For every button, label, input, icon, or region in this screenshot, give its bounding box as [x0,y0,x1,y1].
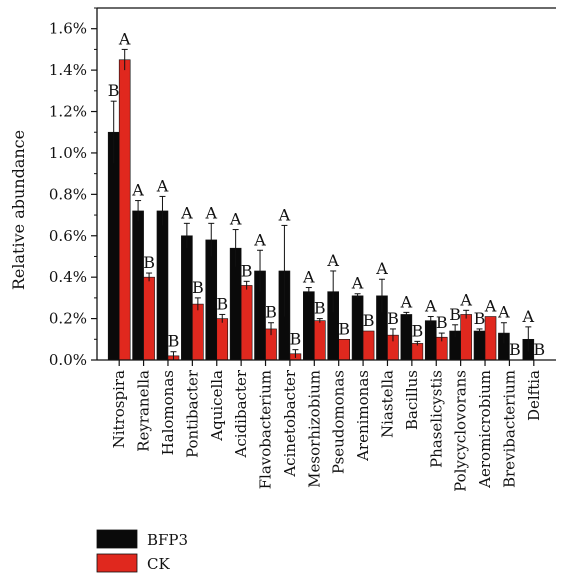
legend-swatch-bfp3 [96,529,138,549]
significance-label: B [192,278,204,297]
y-tick-label: 1.4% [49,61,87,79]
significance-label: A [522,307,535,326]
significance-label: B [338,319,350,338]
bar-bfp3 [107,131,120,361]
axes-group: 0.0% 0.2% 0.4% 0.6% 0.8% 1.0% 1.2% 1.4% 1.6% Nitr… [49,7,556,492]
significance-label: A [229,210,242,229]
bar-ck [314,320,326,361]
bar-ck [411,343,424,361]
bar-ck [216,318,229,361]
x-tick-label: Mesorhizobium [305,370,323,488]
significance-label: A [156,176,169,195]
bar-ck [118,59,131,361]
significance-label: A [484,297,497,316]
significance-label: A [326,251,339,270]
bar-ck [338,338,350,361]
x-tick-label: Bacillus [403,370,421,430]
bar-bfp3 [132,210,144,361]
y-tick-label: 0.4% [49,268,87,286]
y-tick-label: 0.0% [49,351,87,369]
significance-label: B [265,303,277,322]
x-tick-label: Acinetobacter [281,369,299,477]
bar-bfp3 [400,314,413,361]
significance-label: A [459,290,472,309]
x-tick-label: Pontibacter [183,369,201,458]
bar-ck [460,314,472,361]
x-tick-label: Acidibacter [232,369,250,458]
x-tick-label: Delftia [525,370,543,421]
significance-label: B [363,311,375,330]
y-axis-title: Relative abundance [9,130,28,290]
significance-label: A [351,274,364,293]
bar-ck [240,285,253,361]
y-tick-label: 0.6% [49,227,87,245]
significance-label: B [290,330,302,349]
significance-label: B [168,332,180,351]
x-tick-label: Arenimonas [354,370,372,462]
bar-bfp3 [351,295,364,361]
y-tick-label: 0.8% [49,185,87,203]
significance-label: B [241,261,253,280]
significance-label: A [131,181,144,200]
x-tick-label: Reyranella [135,370,153,452]
significance-label: B [474,309,486,328]
significance-label: B [533,340,545,359]
significance-label: A [118,29,131,48]
y-tick-label: 1.2% [49,103,87,121]
bar-ck [362,330,375,361]
x-tick-label: Aquicella [208,370,226,442]
x-tick-label: Phaselicystis [427,370,445,468]
legend: BFP3 CK [96,529,188,573]
x-tick-label: Polycyclovorans [452,370,470,492]
bar-bfp3 [424,320,437,361]
legend-label-bfp3: BFP3 [147,531,188,549]
x-tick-label: Pseudomonas [330,370,348,474]
significance-label: A [497,303,510,322]
legend-label-ck: CK [147,555,170,573]
bar-ck [484,316,497,361]
x-tick-label: Halomonas [159,370,177,455]
significance-label: B [108,81,120,100]
significance-label: B [143,253,155,272]
x-tick-label: Brevibacterium [500,370,518,488]
significance-label: A [204,203,217,222]
significance-label: B [314,299,326,318]
bar-ck [143,276,155,361]
significance-label: A [375,259,388,278]
x-tick-label: Aeromicrobium [476,370,494,489]
significance-label: B [216,294,228,313]
y-tick-label: 1.0% [49,144,87,162]
significance-label: B [509,340,521,359]
significance-label: A [302,268,315,287]
significance-label: A [278,205,291,224]
bar-bfp3 [473,330,486,361]
x-tick-label: Niastella [378,370,396,438]
bar-bfp3 [156,210,169,361]
y-tick-label: 1.6% [49,20,87,38]
bar-bfp3 [205,239,218,361]
bar-ck [192,303,204,361]
x-tick-label: Flavobacterium [257,370,275,489]
bar-bfp3 [303,291,315,361]
significance-label: A [400,292,413,311]
significance-label: A [253,230,266,249]
significance-label: B [449,305,461,324]
significance-label: B [411,321,423,340]
y-tick-label: 0.2% [49,310,87,328]
legend-swatch-ck [96,553,138,573]
x-tick-label: Nitrospira [110,370,128,448]
bar-bfp3 [181,235,193,361]
significance-label: B [387,309,399,328]
significance-label: A [180,203,193,222]
significance-label: B [436,313,448,332]
significance-label: A [424,297,437,316]
